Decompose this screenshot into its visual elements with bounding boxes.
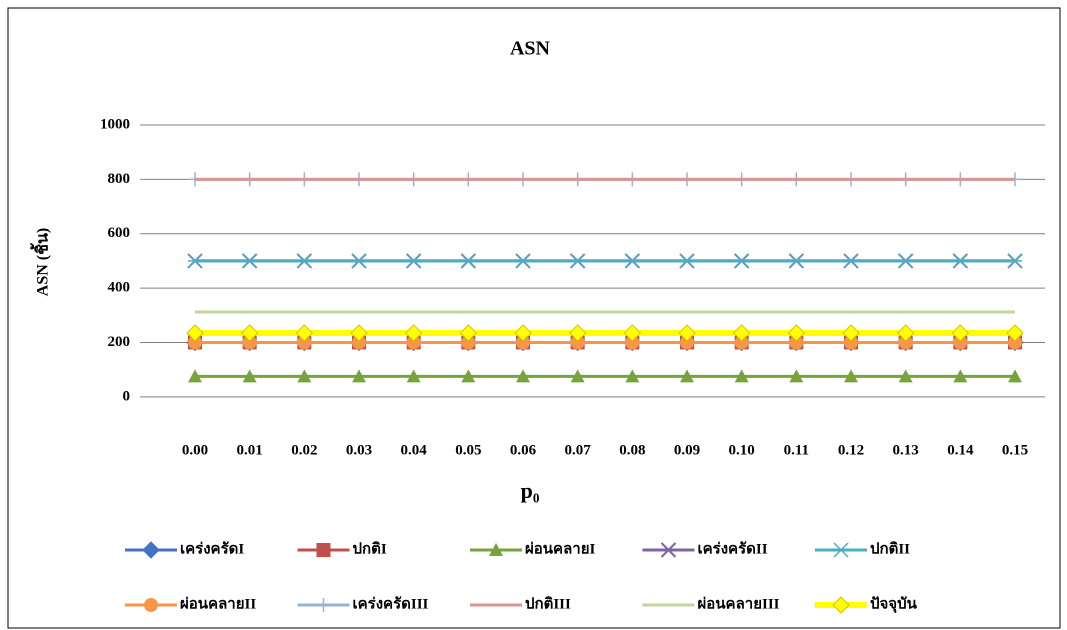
legend-marker xyxy=(834,543,848,557)
x-tick-label: 0.11 xyxy=(784,442,809,458)
point-marker xyxy=(461,254,475,268)
point-marker xyxy=(953,254,967,268)
point-marker xyxy=(789,254,803,268)
y-tick-label: 400 xyxy=(108,280,131,296)
point-marker xyxy=(516,254,530,268)
x-tick-label: 0.02 xyxy=(291,442,317,458)
chart: ASN ASN (ชิ้น) p₀ 0 200 400 600 800 1000 0.00 0… xyxy=(0,0,1067,630)
legend-label: ปัจจุบัน xyxy=(870,595,918,613)
x-tick-label: 0.05 xyxy=(455,442,481,458)
legend-label: ปกติIII xyxy=(525,594,571,612)
legend-label: เคร่งครัดIII xyxy=(353,595,429,612)
point-marker xyxy=(243,254,257,268)
legend-label: ปกติI xyxy=(353,539,387,557)
x-tick-label: 0.01 xyxy=(237,442,263,458)
x-tick-label: 0.14 xyxy=(947,442,974,458)
chart-border xyxy=(8,8,1060,628)
legend-label: เคร่งครัดII xyxy=(698,540,768,557)
y-tick-label: 600 xyxy=(108,225,131,241)
point-marker xyxy=(735,254,749,268)
legend-marker xyxy=(143,542,159,558)
point-marker xyxy=(899,254,913,268)
point-marker xyxy=(571,254,585,268)
x-tick-label: 0.12 xyxy=(838,442,864,458)
x-tick-label: 0.03 xyxy=(346,442,372,458)
point-marker xyxy=(297,254,311,268)
x-tick-label: 0.06 xyxy=(510,442,537,458)
point-marker xyxy=(352,254,366,268)
page: {"chart_data": {"type": "line", "title":… xyxy=(0,0,1067,630)
x-tick-label: 0.08 xyxy=(619,442,645,458)
y-tick-label: 0 xyxy=(123,388,131,404)
x-tick-label: 0.04 xyxy=(401,442,428,458)
point-marker xyxy=(407,254,421,268)
legend-label: ปกติII xyxy=(870,539,910,557)
y-tick-label: 1000 xyxy=(100,116,130,132)
y-tick-label: 200 xyxy=(108,334,131,350)
legend-marker xyxy=(144,598,158,612)
x-tick-label: 0.15 xyxy=(1002,442,1028,458)
point-marker xyxy=(1008,254,1022,268)
legend-marker xyxy=(317,543,331,557)
chart-title: ASN xyxy=(510,38,551,60)
legend-marker xyxy=(833,597,849,613)
legend-label: ผ่อนคลายII xyxy=(180,595,256,612)
x-axis-label: p₀ xyxy=(521,478,540,503)
y-tick-label: 800 xyxy=(108,171,131,187)
x-tick-label: 0.00 xyxy=(182,442,208,458)
legend-label: ผ่อนคลายI xyxy=(525,540,595,557)
point-marker xyxy=(625,254,639,268)
legend-label: ผ่อนคลายIII xyxy=(698,595,780,612)
y-axis-label: ASN (ชิ้น) xyxy=(30,228,52,296)
legend-label: เคร่งครัดI xyxy=(180,540,244,557)
x-tick-label: 0.10 xyxy=(729,442,755,458)
point-marker xyxy=(844,254,858,268)
x-tick-label: 0.09 xyxy=(674,442,700,458)
point-marker xyxy=(680,254,694,268)
point-marker xyxy=(188,254,202,268)
x-tick-label: 0.07 xyxy=(565,442,592,458)
x-tick-label: 0.13 xyxy=(893,442,919,458)
legend-marker xyxy=(317,598,331,612)
